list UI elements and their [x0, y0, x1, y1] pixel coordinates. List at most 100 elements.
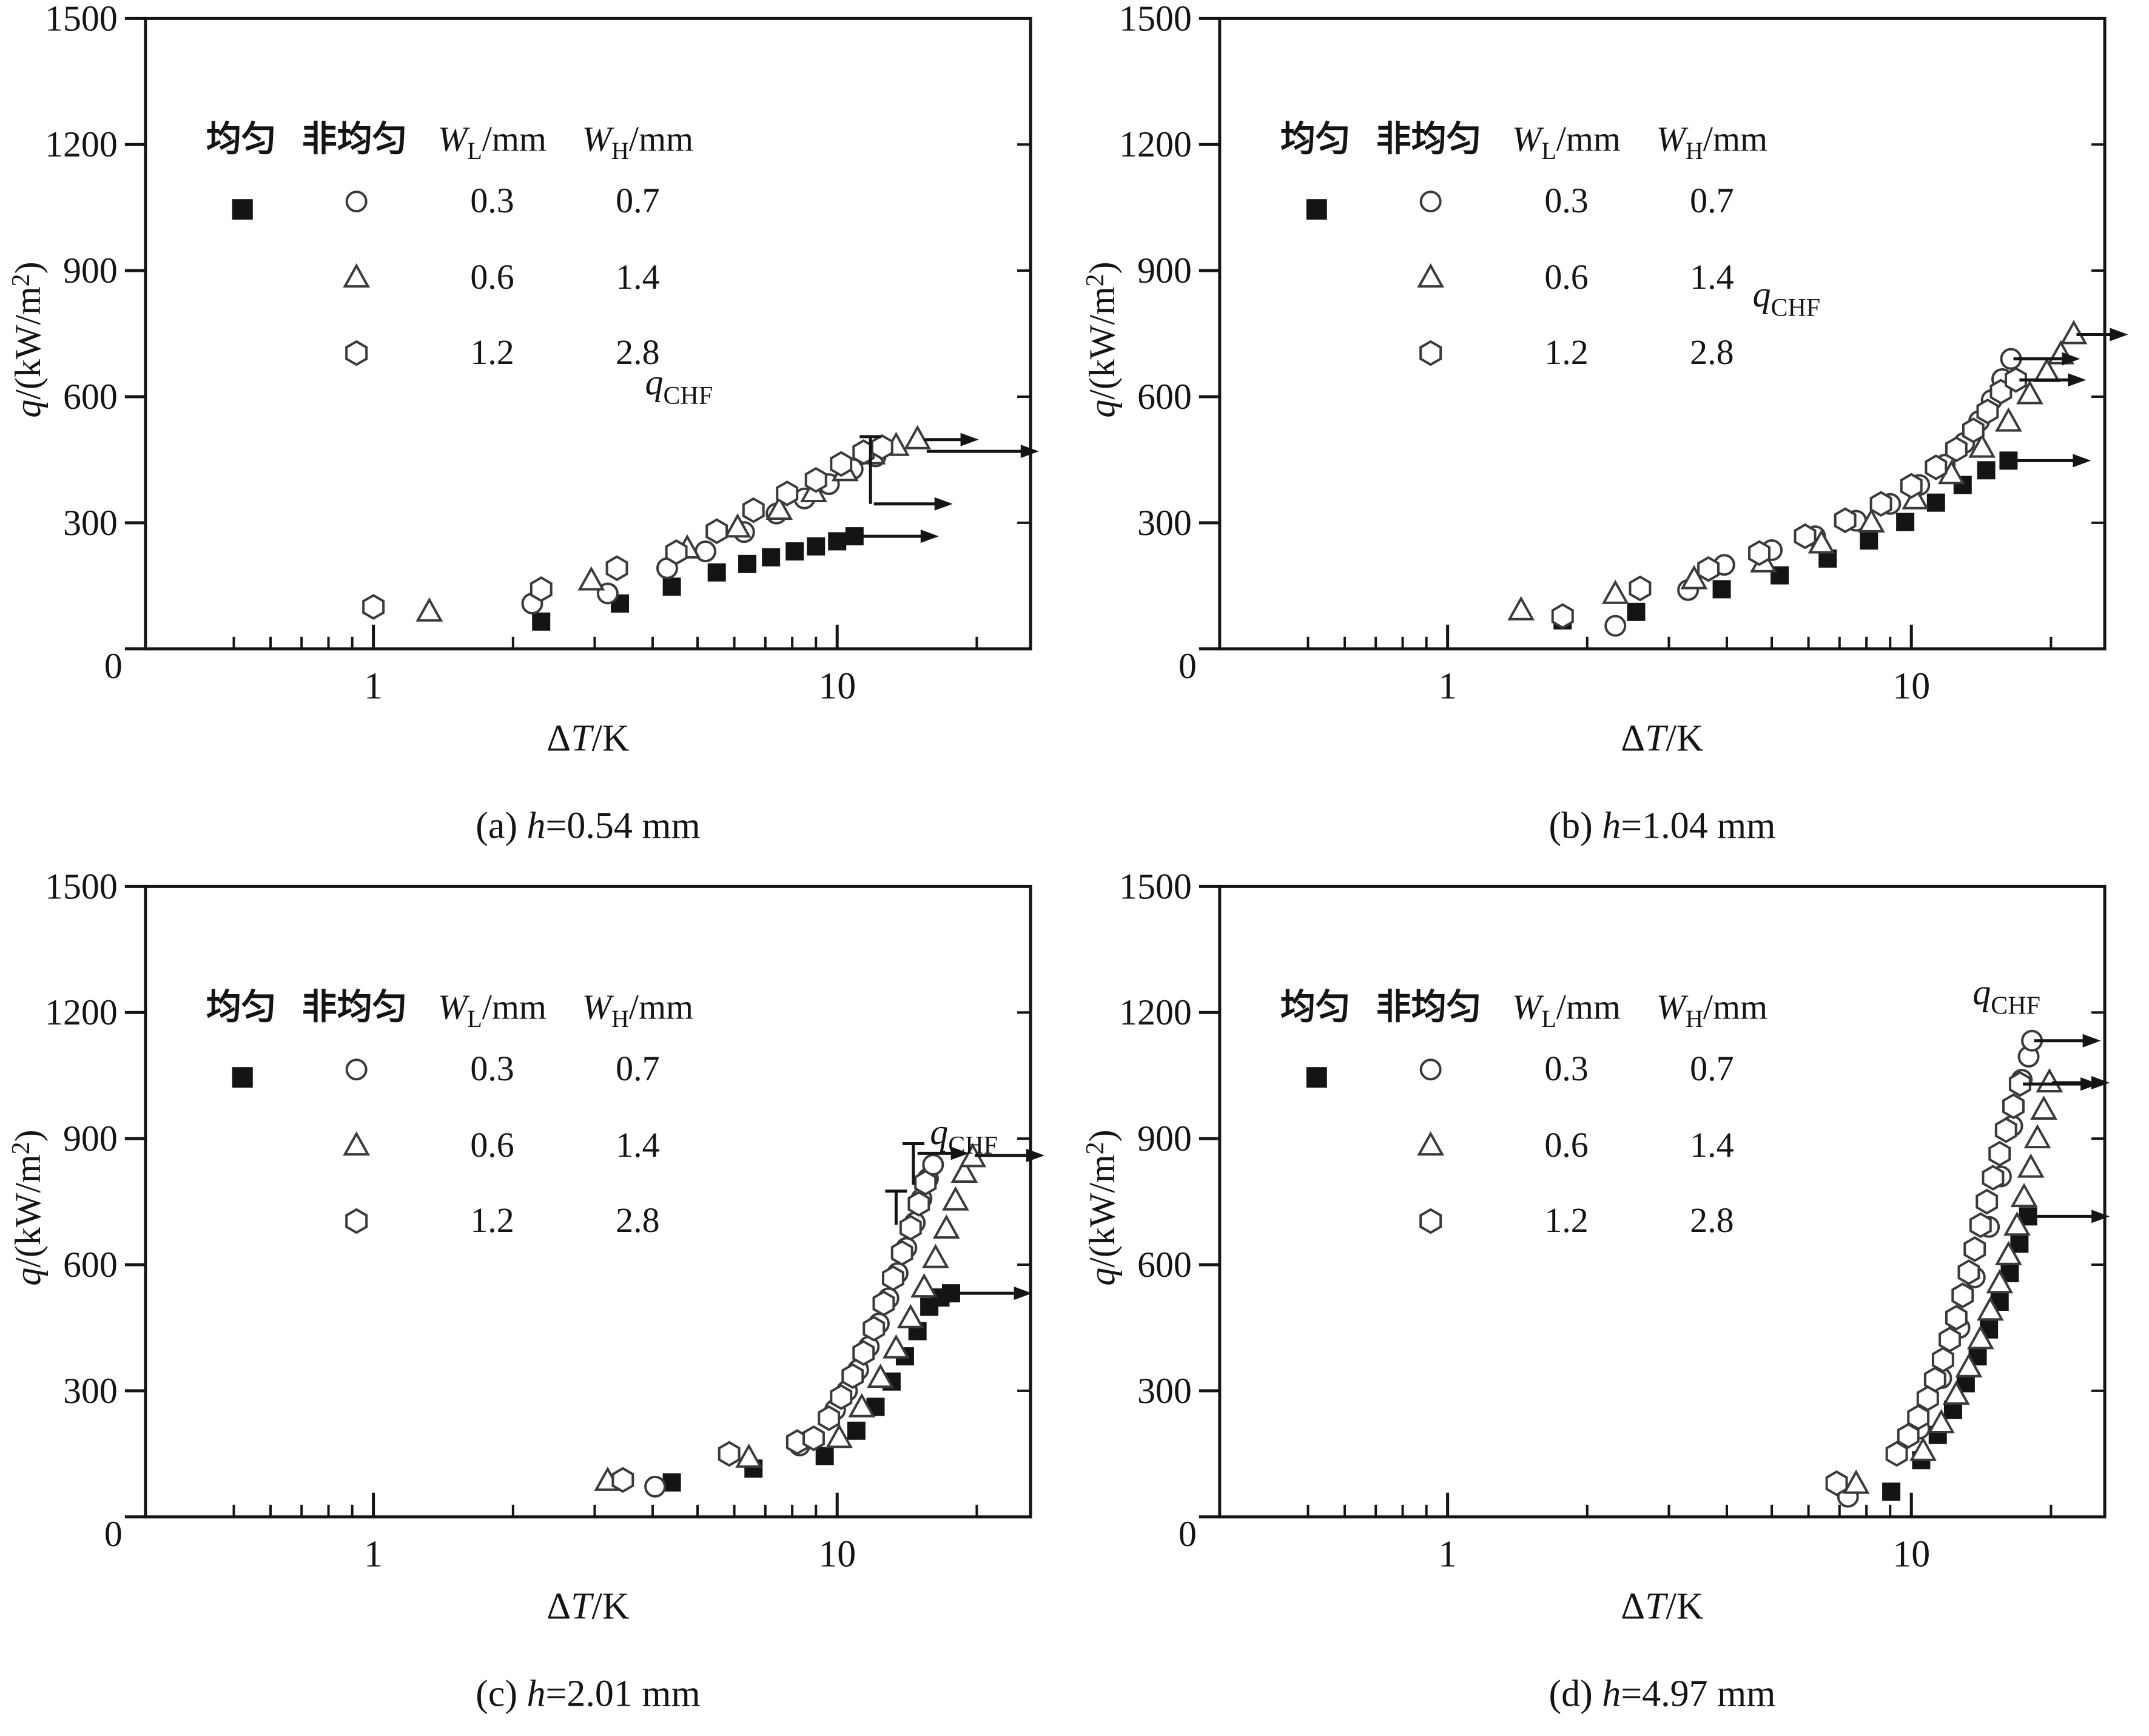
marker-hexagon [1925, 454, 1948, 480]
y-tick-label-4: 1200 [1119, 124, 1192, 164]
panel-c: 0 300 600 900 1200 1500 1 10 q/(kW/m2) ΔT/K (c) h=… [0, 868, 1074, 1736]
legend-wl-1: 0.6 [470, 257, 514, 297]
marker-square [762, 548, 781, 567]
legend-marker-square [232, 199, 253, 220]
y-tick-label-2: 600 [1137, 377, 1192, 417]
marker-hexagon [1900, 473, 1923, 499]
marker-square [847, 1421, 866, 1440]
marker-circle [1419, 190, 1442, 213]
chart-a: 0 300 600 900 1200 1500 1 10 q/(kW/m2) ΔT/K (a) h=… [7, 0, 1039, 847]
y-tick-label-3: 900 [1137, 1119, 1192, 1159]
x-axis-title: ΔT/K [1621, 718, 1704, 759]
legend-wl-2: 1.2 [1544, 1200, 1588, 1240]
marker-triangle [1857, 508, 1885, 533]
y-tick-label-1: 300 [63, 503, 118, 543]
y-tick-label-1: 300 [1137, 1371, 1192, 1411]
legend-header-nonuniform: 非均匀 [1376, 987, 1482, 1026]
chf-arrow [859, 530, 939, 543]
chf-arrow [926, 445, 1039, 459]
legend-wh-0: 0.7 [616, 1049, 659, 1088]
marker-triangle [910, 1273, 938, 1298]
chf-arrow [917, 1146, 969, 1160]
chf-arrow [924, 432, 979, 446]
marker-hexagon [1834, 507, 1857, 534]
marker-hexagon [870, 434, 893, 460]
marker-hexagon [1923, 1366, 1946, 1393]
marker-triangle [2060, 320, 2088, 345]
marker-hexagon [881, 1265, 904, 1291]
legend-d: 均匀 非均匀 WL/mm WH/mm 0.3 0.7 0.6 1.4 1.2 2.8 [1280, 987, 1767, 1240]
marker-square [815, 1447, 834, 1465]
marker-hexagon [345, 1208, 368, 1234]
legend-header-nonuniform: 非均匀 [302, 987, 408, 1026]
y-tick-label-1: 300 [63, 1371, 118, 1411]
legend-header-wh: WH/mm [582, 119, 693, 164]
marker-square [1926, 493, 1945, 512]
legend-a: 均匀 非均匀 WL/mm WH/mm 0.3 0.7 0.6 1.4 1.2 2.8 [206, 119, 693, 372]
marker-hexagon [1419, 340, 1442, 366]
legend-header-wh: WH/mm [1656, 987, 1767, 1032]
legend-header-wl: WL/mm [438, 119, 546, 164]
legend-wh-2: 2.8 [616, 1200, 659, 1240]
chf-arrow [953, 1287, 1032, 1300]
marker-triangle [1902, 485, 1929, 510]
panel-d: 0 300 600 900 1200 1500 1 10 q/(kW/m2) ΔT/K (d) h=… [1074, 868, 2148, 1736]
chf-arrow [2076, 328, 2128, 341]
qchf-label-d: qCHF [1972, 972, 2040, 1020]
y-tick-label-5: 1500 [45, 868, 118, 906]
x-tick-label-1: 10 [1892, 1534, 1930, 1575]
y-tick-label-0: 0 [104, 1514, 123, 1554]
marker-triangle [1601, 579, 1629, 604]
marker-hexagon [2002, 1093, 2025, 1120]
legend-wh-2: 2.8 [616, 332, 659, 372]
marker-hexagon [1962, 417, 1985, 443]
marker-square [1627, 602, 1646, 621]
marker-triangle [1977, 1296, 2004, 1321]
x-tick-label-1: 10 [818, 666, 856, 707]
marker-square [1896, 513, 1915, 531]
marker-hexagon [1945, 436, 1968, 462]
legend-marker-square [1306, 199, 1327, 220]
marker-triangle [826, 1424, 853, 1448]
series-hexagon [611, 1169, 937, 1493]
marker-triangle [1928, 1408, 1955, 1433]
marker-triangle [848, 1393, 876, 1418]
series-circle [521, 445, 887, 614]
marker-hexagon [1825, 1470, 1848, 1496]
marker-circle [1604, 614, 1627, 637]
marker-triangle [1995, 1240, 2022, 1265]
marker-triangle [2010, 1183, 2038, 1208]
marker-hexagon [1976, 1188, 1999, 1215]
legend-wh-0: 0.7 [1690, 1049, 1734, 1088]
x-tick-label-1: 10 [818, 1534, 856, 1575]
caption-b: (b) h=1.04 mm [1549, 806, 1775, 847]
marker-triangle [904, 425, 932, 449]
marker-hexagon [899, 1214, 922, 1241]
panel-b: 0 300 600 900 1200 1500 1 10 q/(kW/m2) ΔT/K (b) h=… [1074, 0, 2148, 868]
y-tick-label-0: 0 [104, 646, 123, 686]
y-tick-label-3: 900 [63, 1119, 118, 1159]
x-tick-label-0: 1 [364, 666, 383, 707]
marker-triangle [1507, 596, 1535, 621]
y-tick-label-2: 600 [63, 1245, 118, 1285]
marker-triangle [2003, 1211, 2031, 1236]
marker-square [828, 532, 847, 551]
y-tick-label-3: 900 [63, 251, 118, 291]
legend-header-uniform: 均匀 [206, 987, 277, 1026]
marker-triangle [1417, 263, 1445, 288]
y-tick-label-5: 1500 [1119, 868, 1192, 906]
marker-hexagon [830, 451, 853, 477]
chart-c: 0 300 600 900 1200 1500 1 10 q/(kW/m2) ΔT/K (c) h=… [7, 868, 1044, 1715]
axes-a: 0 300 600 900 1200 1500 1 10 q/(kW/m2) ΔT/K (a) h=… [7, 0, 1031, 847]
marker-triangle [941, 1186, 969, 1211]
axes-d: 0 300 600 900 1200 1500 1 10 q/(kW/m2) ΔT/K (d) h=… [1081, 868, 2105, 1715]
plot-frame [144, 16, 1032, 651]
marker-triangle [724, 513, 752, 538]
y-axis-title: q/(kW/m2) [7, 261, 48, 417]
marker-hexagon [605, 555, 628, 582]
series-triangle [1842, 1068, 2063, 1494]
y-axis-title: q/(kW/m2) [1081, 1129, 1122, 1285]
marker-triangle [2036, 1068, 2063, 1092]
marker-hexagon [907, 1191, 930, 1217]
